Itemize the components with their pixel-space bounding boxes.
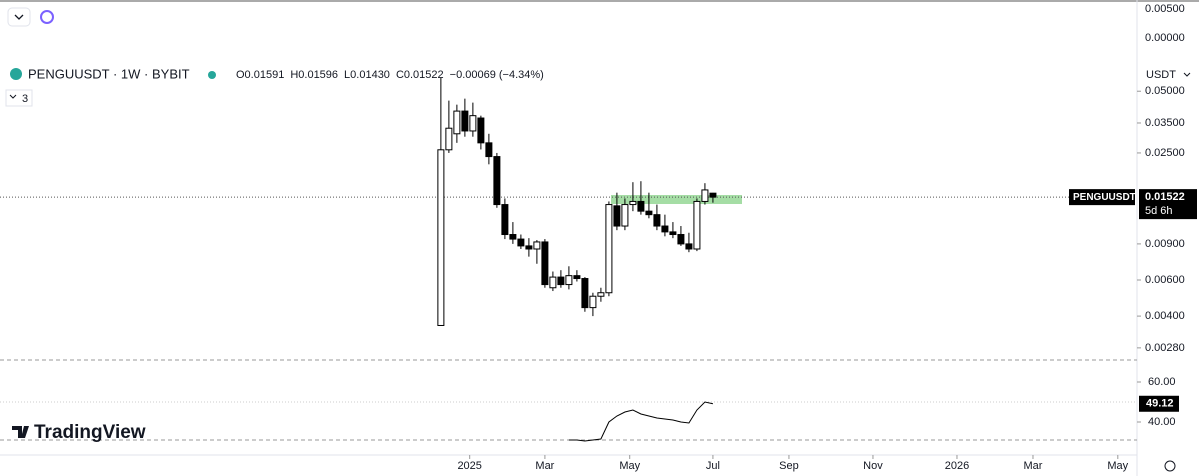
brand-name: TradingView [34, 422, 146, 443]
x-tick-label: May [619, 460, 640, 472]
candle-body [581, 278, 589, 309]
candle-body [525, 245, 533, 250]
countdown: 5d 6h [1145, 205, 1173, 217]
candle-body [501, 204, 509, 236]
candle-body [437, 149, 445, 326]
chart-title: PENGUUSDT · 1W · BYBIT [28, 66, 190, 81]
ohlc-value: O0.01591 [236, 69, 284, 81]
x-tick-label: Mar [1024, 460, 1043, 472]
y-tick-label: 60.00 [1148, 376, 1176, 388]
candle-body [597, 292, 605, 297]
chevron [9, 94, 17, 99]
zone-rectangle [611, 195, 742, 204]
y-tick-label: 0.02500 [1145, 147, 1185, 159]
candle-body [549, 276, 557, 289]
candle-body [573, 275, 581, 280]
indicator-toggle[interactable] [5, 89, 33, 107]
candle-body [677, 234, 685, 245]
y-tick-label: 0.00400 [1145, 310, 1185, 322]
candle-body [669, 231, 677, 236]
price-tag: 0.01522 [1145, 191, 1185, 203]
candle-body [469, 115, 477, 132]
candle-body [533, 241, 541, 250]
rsi-line [568, 401, 714, 442]
candle-body [709, 192, 717, 198]
candle-body [461, 110, 469, 132]
ohlc-value: C0.01522 [396, 69, 444, 81]
candle-body [621, 204, 629, 227]
x-tick-label: May [1107, 460, 1128, 472]
candle-body [485, 142, 493, 158]
chevron [1183, 72, 1191, 77]
candle-body [629, 200, 637, 206]
refresh-icon[interactable] [40, 10, 54, 24]
y-tick-label: 0.03500 [1145, 117, 1185, 129]
rsi-tag-bg [1139, 395, 1179, 412]
candle-body [645, 210, 653, 216]
x-tick-label: Jul [706, 460, 720, 472]
candle-body [509, 234, 517, 240]
candle-body [613, 205, 621, 227]
candle-body [589, 295, 597, 309]
candle-body [445, 127, 453, 151]
brand-logo [12, 426, 29, 438]
candle-body [517, 238, 525, 247]
x-tick-label: Mar [535, 460, 554, 472]
candle-body [541, 241, 549, 286]
candle-body [685, 243, 693, 250]
y-tick-label: 40.00 [1148, 416, 1176, 428]
symbol-tag-bg [1069, 189, 1135, 206]
rsi-tag: 49.12 [1146, 398, 1174, 410]
axis-label: 0.00500 [1145, 3, 1185, 15]
settings-icon[interactable] [1164, 460, 1176, 472]
ohlc-value: H0.01596 [290, 69, 338, 81]
candle-body [557, 276, 565, 286]
candle-body [477, 117, 485, 144]
y-tick-label: 0.00280 [1145, 342, 1185, 354]
candle-body [653, 214, 661, 227]
candle-body [637, 200, 645, 212]
ohlc-value: L0.01430 [344, 69, 390, 81]
y-tick-label: 0.05000 [1145, 85, 1185, 97]
x-tick-label: Sep [779, 460, 799, 472]
symbol-tag: PENGUUSDT [1073, 192, 1136, 203]
candle-body [661, 225, 669, 233]
candle-body [701, 189, 709, 202]
axis-label: 0.00000 [1145, 32, 1185, 44]
chevron [14, 14, 24, 20]
candle-body [693, 200, 701, 250]
candle-body [493, 156, 501, 206]
ohlc-value: −0.00069 (−4.34%) [450, 69, 544, 81]
price-tag-bg [1139, 189, 1197, 220]
currency-label[interactable]: USDT [1146, 69, 1176, 81]
x-tick-label: Nov [863, 460, 883, 472]
status-dot [208, 71, 216, 79]
y-tick-label: 0.00900 [1145, 238, 1185, 250]
candle-body [453, 110, 461, 135]
x-tick-label: 2025 [457, 460, 481, 472]
symbol-logo [10, 68, 22, 80]
indicator-count: 3 [22, 93, 28, 105]
candle-body [565, 275, 573, 286]
y-tick-label: 0.00600 [1145, 274, 1185, 286]
collapse-button[interactable] [7, 7, 31, 27]
x-tick-label: 2026 [945, 460, 969, 472]
candle-body [605, 204, 613, 294]
